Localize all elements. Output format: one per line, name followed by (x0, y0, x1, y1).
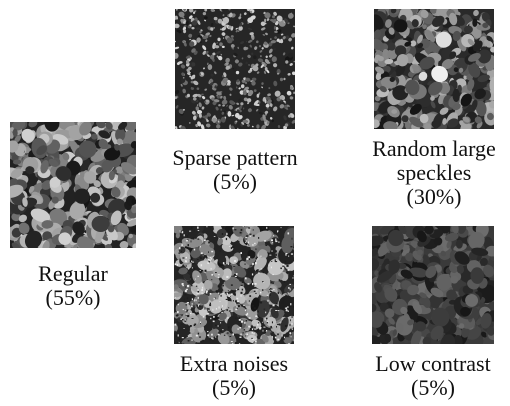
random-large-label: Random large speckles (30%) (349, 137, 510, 209)
regular-speckle-image (10, 122, 136, 248)
sparse-name: Sparse pattern (172, 145, 298, 170)
low-contrast-percent: (5%) (411, 375, 455, 400)
low-contrast-speckle-svg (372, 226, 494, 344)
random-large-speckle-image (374, 9, 494, 129)
sparse-speckle-image (175, 9, 295, 129)
regular-name: Regular (38, 261, 108, 286)
regular-percent: (55%) (45, 285, 101, 310)
extra-noises-percent: (5%) (212, 375, 256, 400)
random-large-name-line1: Random large (372, 136, 496, 161)
random-large-percent: (30%) (406, 184, 462, 209)
random-large-speckle-svg (374, 9, 494, 129)
extra-noises-speckle-svg (174, 226, 294, 344)
extra-noises-name: Extra noises (179, 351, 289, 376)
low-contrast-label: Low contrast (5%) (348, 352, 510, 400)
random-large-name-line2: speckles (396, 160, 472, 185)
sparse-speckle-svg (175, 9, 295, 129)
regular-label: Regular (55%) (0, 262, 146, 310)
sparse-label: Sparse pattern (5%) (150, 146, 320, 194)
regular-speckle-svg (10, 122, 136, 248)
sparse-percent: (5%) (213, 169, 257, 194)
low-contrast-speckle-image (372, 226, 494, 344)
low-contrast-name: Low contrast (375, 351, 491, 376)
extra-noises-speckle-image (174, 226, 294, 344)
extra-noises-label: Extra noises (5%) (149, 352, 319, 400)
